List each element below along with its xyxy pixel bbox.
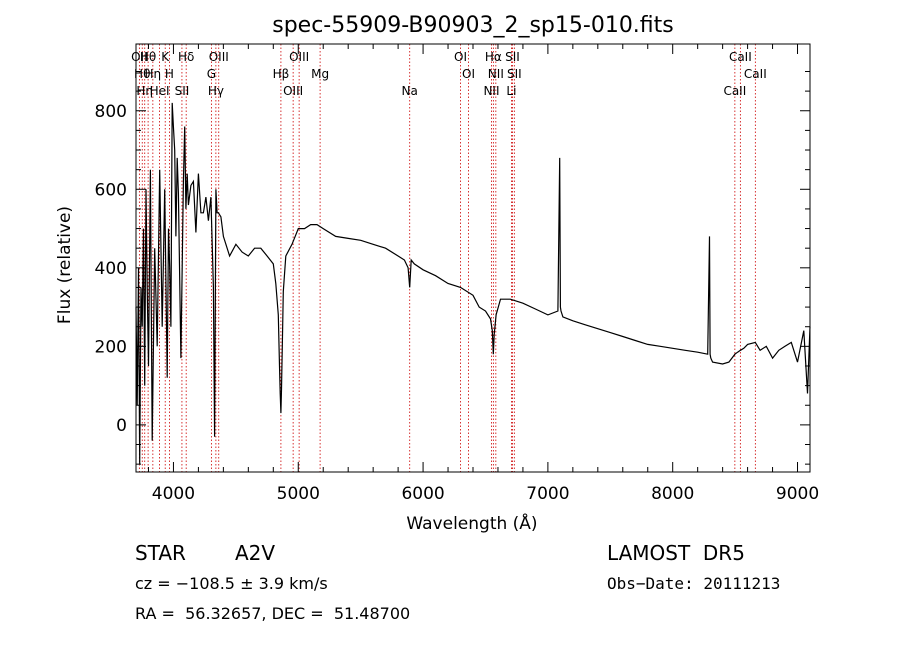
line-marker-label: Hη [145, 67, 162, 81]
line-marker-label: OI [454, 50, 467, 64]
line-marker-label: Hβ [273, 67, 290, 81]
x-tick-label: 4000 [152, 484, 195, 504]
line-marker-label: Hδ [178, 50, 194, 64]
line-marker-label: OI [462, 67, 475, 81]
line-marker-label: SII [505, 50, 520, 64]
y-axis-ticks: 0 200 400 600 800 [95, 70, 810, 465]
x-tick-label: 7000 [526, 484, 569, 504]
line-marker-label: Hα [485, 50, 502, 64]
line-marker-label: SII [175, 84, 190, 98]
line-marker-label: G [207, 67, 216, 81]
line-marker-label: Hθ [134, 67, 150, 81]
line-marker-label: SII [507, 67, 522, 81]
x-axis-label: Wavelength (Å) [406, 512, 537, 534]
spectrum-line [135, 102, 811, 465]
line-marker-label: HeI [150, 84, 170, 98]
line-marker-label: OIII [283, 84, 303, 98]
line-marker-label: K [161, 50, 170, 64]
line-markers [138, 44, 756, 472]
line-marker-label: CaII [729, 50, 752, 64]
object-subclass: A2V [235, 541, 276, 565]
y-tick-label: 800 [95, 102, 127, 122]
object-class: STAR [135, 541, 186, 565]
line-marker-label: CaII [744, 67, 767, 81]
line-marker-label: NII [483, 84, 499, 98]
line-marker-label: Na [402, 84, 418, 98]
x-tick-label: 6000 [401, 484, 444, 504]
chart-title: spec-55909-B90903_2_sp15-010.fits [272, 13, 674, 38]
line-marker-label: Mg [311, 67, 329, 81]
line-marker-label: Li [506, 84, 516, 98]
y-axis-label: Flux (relative) [55, 206, 75, 324]
x-tick-label: 8000 [651, 484, 694, 504]
line-marker-label: NII [488, 67, 504, 81]
y-tick-label: 600 [95, 180, 127, 200]
line-marker-label: OIII [289, 50, 309, 64]
observation-date: Obs−Date: 20111213 [607, 574, 781, 593]
redshift-cz: cz = −108.5 ± 3.9 km/s [135, 574, 328, 593]
line-marker-label: CaII [723, 84, 746, 98]
line-marker-labels: OIIHθHηHθHηHeIKHSIIHδGHγOIIIHβOIIIOIIIMg… [131, 50, 767, 98]
x-axis-ticks: 4000 5000 6000 7000 8000 9000 [147, 44, 819, 504]
line-marker-label: H [165, 67, 174, 81]
line-marker-label: Hθ [140, 50, 156, 64]
survey-name: LAMOST DR5 [607, 541, 745, 565]
line-marker-label: Hγ [208, 84, 224, 98]
y-tick-label: 400 [95, 259, 127, 279]
y-tick-label: 0 [116, 416, 127, 436]
line-marker-label: OII [131, 50, 148, 64]
line-marker-label: OIII [209, 50, 229, 64]
x-tick-label: 9000 [776, 484, 819, 504]
x-tick-label: 5000 [277, 484, 320, 504]
ra-dec: RA = 56.32657, DEC = 51.48700 [135, 604, 411, 623]
y-tick-label: 200 [95, 337, 127, 357]
line-marker-label: Hη [136, 84, 153, 98]
